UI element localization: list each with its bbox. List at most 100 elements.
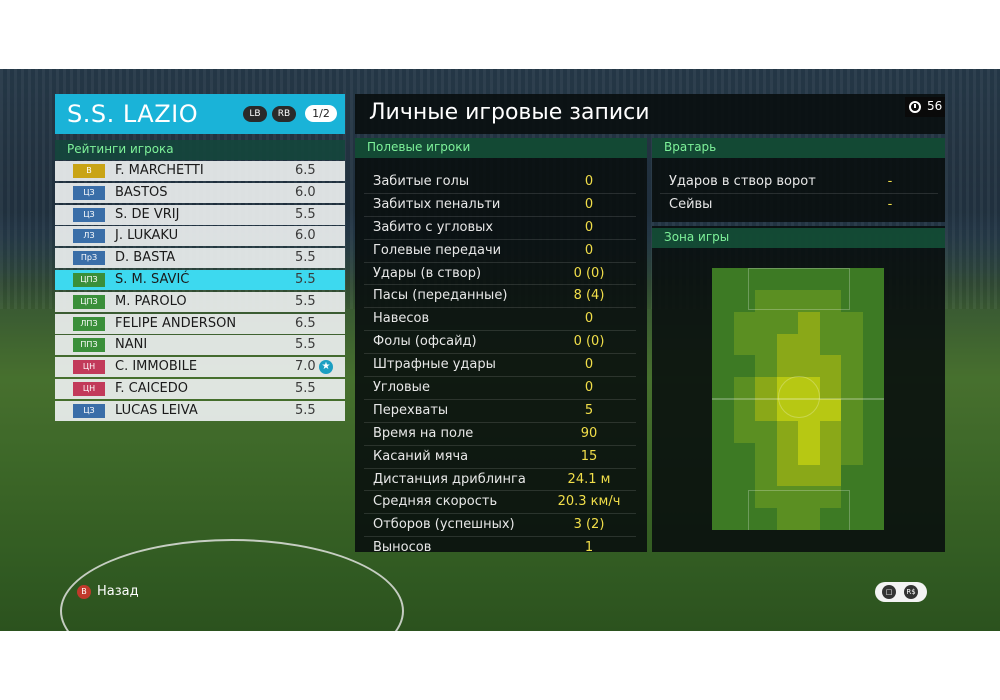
stat-value: 1 [584, 540, 594, 556]
position-badge: ЛЗ [73, 229, 105, 244]
heatmap-cell [798, 311, 820, 334]
player-row[interactable]: ЦПЗ M. PAROLO 5.5 [55, 291, 345, 312]
stat-row: Удары (в створ) 0 (0) [364, 263, 636, 286]
stat-value: 0 [584, 196, 594, 212]
player-row[interactable]: ППЗ NANI 5.5 [55, 335, 345, 356]
stat-label: Штрафные удары [373, 357, 496, 373]
stat-value: 0 (0) [573, 265, 605, 281]
heatmap-cell [776, 311, 799, 334]
team-header: S.S. LAZIO LB RB 1/2 [55, 94, 345, 134]
stat-value: 8 (4) [573, 288, 605, 304]
heatmap-cell [733, 268, 756, 290]
team-name: S.S. LAZIO [67, 100, 199, 128]
heatmap-cell [733, 399, 756, 421]
heatmap-cell [862, 268, 884, 290]
heatmap-cell [712, 355, 734, 378]
play-zone-label: Зона игры [664, 230, 730, 244]
play-zone-header: Зона игры [652, 228, 945, 248]
player-row[interactable]: ЦЗ BASTOS 6.0 [55, 182, 345, 203]
heatmap-cell [733, 420, 756, 443]
ratings-section-label: Рейтинги игрока [67, 142, 174, 156]
field-players-header: Полевые игроки [355, 138, 647, 158]
heatmap-cell [862, 508, 884, 530]
player-row[interactable]: ПрЗ D. BASTA 5.5 [55, 248, 345, 269]
heatmap-cell [841, 420, 863, 443]
player-rating: 5.5 [295, 206, 316, 222]
player-row[interactable]: ЦН C. IMMOBILE 7.0 ★ [55, 357, 345, 378]
heatmap-cell [755, 268, 777, 290]
player-name: S. DE VRIJ [115, 206, 180, 222]
player-row[interactable]: ЛПЗ FELIPE ANDERSON 6.5 [55, 313, 345, 334]
stat-row: Забитые голы 0 [364, 171, 636, 194]
heatmap-cell [776, 464, 799, 487]
heatmap-cell [755, 377, 777, 400]
heatmap-cell [776, 289, 799, 312]
heatmap-cell [841, 508, 863, 530]
goalkeeper-header: Вратарь [652, 138, 945, 158]
player-row[interactable]: ЛЗ J. LUKAKU 6.0 [55, 226, 345, 247]
heatmap-cell [733, 377, 756, 400]
stat-label: Средняя скорость [373, 494, 498, 510]
chat-rs-button[interactable]: □ R$ [875, 582, 927, 602]
heatmap-cell [841, 289, 863, 312]
heatmap-cell [862, 289, 884, 312]
player-name: BASTOS [115, 184, 168, 200]
stat-value: 0 [584, 242, 594, 258]
heatmap-cell [755, 399, 777, 421]
heatmap-cell [819, 268, 842, 290]
heatmap-cell [712, 311, 734, 334]
stat-value: 5 [584, 402, 594, 418]
heatmap-cell [798, 508, 820, 530]
stat-value: 0 [584, 357, 594, 373]
heatmap-cell [819, 464, 842, 487]
heatmap-cell [819, 442, 842, 465]
player-row-selected[interactable]: ЦПЗ S. M. SAVIĆ 5.5 [55, 269, 345, 290]
stat-label: Время на поле [373, 425, 474, 441]
heatmap-cell [862, 333, 884, 356]
stat-row: Пасы (переданные) 8 (4) [364, 285, 636, 309]
heatmap-cell [862, 420, 884, 443]
heatmap-cell [862, 442, 884, 465]
heatmap-cell [841, 355, 863, 378]
heatmap-cell [841, 333, 863, 356]
pitch-marking [748, 490, 850, 530]
stat-row: Отборов (успешных) 3 (2) [364, 514, 636, 538]
stat-value: 90 [580, 425, 598, 441]
heatmap-cell [712, 377, 734, 400]
stat-row: Голевые передачи 0 [364, 240, 636, 263]
lb-button[interactable]: LB [243, 106, 267, 122]
rb-button[interactable]: RB [272, 106, 296, 122]
heatmap-cell [798, 333, 820, 356]
heatmap-cell [755, 508, 777, 530]
player-row[interactable]: ЦЗ S. DE VRIJ 5.5 [55, 204, 345, 225]
player-name: FELIPE ANDERSON [115, 315, 237, 331]
player-row[interactable]: В F. MARCHETTI 6.5 [55, 161, 345, 181]
heatmap-cell [798, 289, 820, 312]
heatmap-cell [819, 333, 842, 356]
heatmap-cell [776, 508, 799, 530]
heatmap-cell [841, 399, 863, 421]
heatmap-cell [712, 420, 734, 443]
heatmap-cell [841, 442, 863, 465]
heatmap-cell [798, 442, 820, 465]
stat-row: Угловые 0 [364, 377, 636, 400]
stat-label: Навесов [373, 311, 430, 327]
heatmap-cell [733, 333, 756, 356]
stat-value: 0 [584, 380, 594, 396]
player-row[interactable]: ЦЗ LUCAS LEIVA 5.5 [55, 400, 345, 421]
stat-row: Фолы (офсайд) 0 (0) [364, 331, 636, 355]
player-rating: 6.5 [295, 315, 316, 331]
stat-label: Отборов (успешных) [373, 517, 515, 533]
position-badge: ЦЗ [73, 207, 105, 222]
player-rating: 5.5 [295, 380, 316, 396]
player-rating: 5.5 [295, 402, 316, 418]
stat-value: - [887, 174, 893, 189]
chat-icon: □ [882, 585, 896, 599]
heatmap-cell [819, 508, 842, 530]
player-row[interactable]: ЦН F. CAICEDO 5.5 [55, 378, 345, 399]
stat-row: Перехваты 5 [364, 400, 636, 423]
stat-label: Перехваты [373, 402, 449, 418]
player-name: LUCAS LEIVA [115, 402, 198, 418]
b-button-icon: B [77, 585, 91, 599]
position-badge: ЦН [73, 360, 105, 375]
